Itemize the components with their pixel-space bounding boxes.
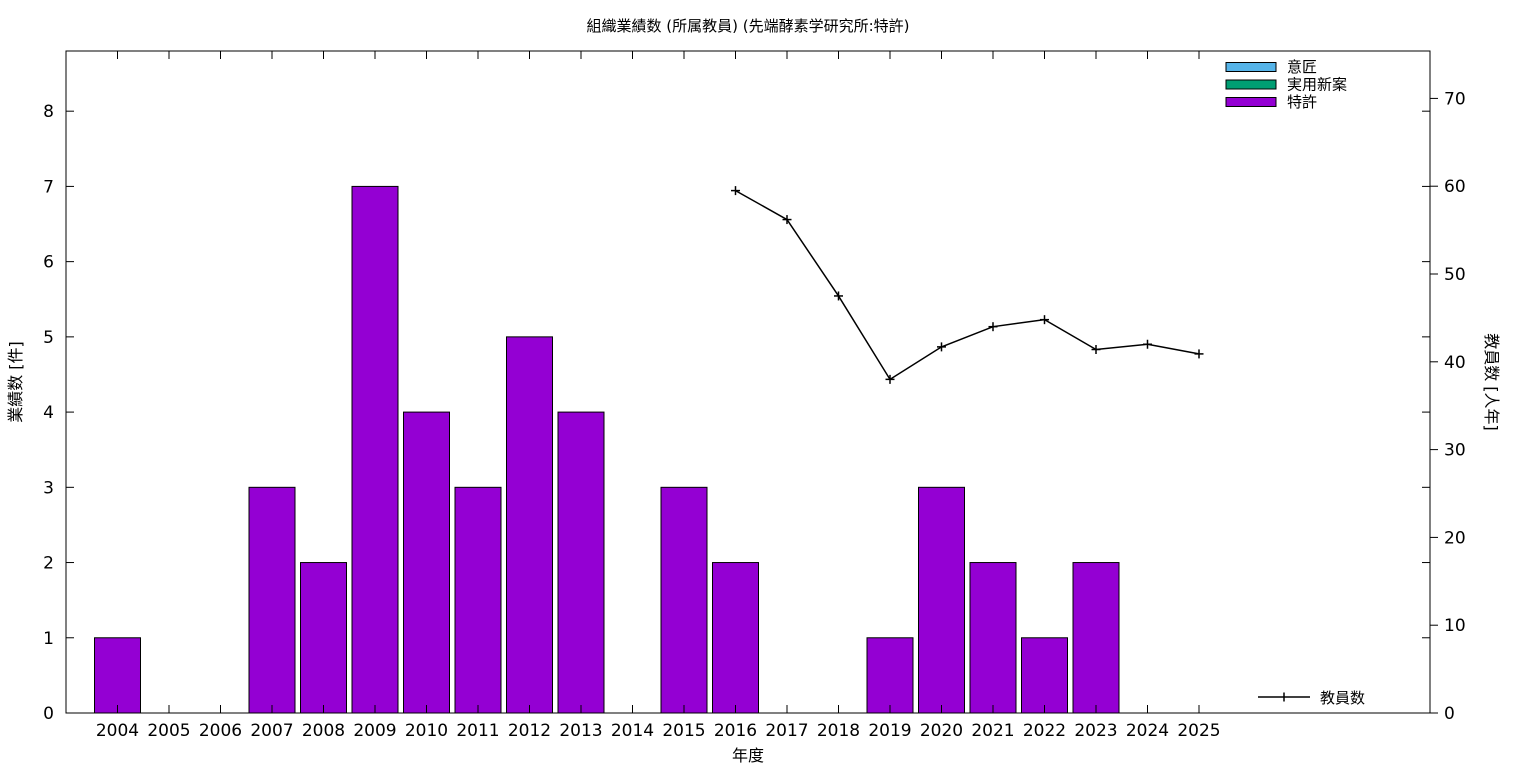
x-tick-label: 2017 (765, 721, 808, 741)
y2-tick-label: 10 (1444, 616, 1466, 636)
x-tick-label: 2016 (714, 721, 757, 741)
x-tick-label: 2012 (508, 721, 551, 741)
x-tick-label: 2018 (817, 721, 860, 741)
x-tick-label: 2013 (559, 721, 602, 741)
x-tick-label: 2020 (920, 721, 963, 741)
bar-2023 (1072, 562, 1120, 714)
legend-item: 特許 (1225, 93, 1317, 111)
faculty-point-2025 (1194, 349, 1204, 359)
faculty-point-2023 (1091, 345, 1101, 355)
faculty-point-2017 (782, 215, 792, 225)
legend-swatch (1225, 79, 1277, 90)
x-tick-label: 2015 (662, 721, 705, 741)
faculty-count-line (735, 189, 1200, 381)
bar-2008 (300, 562, 347, 714)
bar-2009 (351, 185, 399, 714)
x-tick-label: 2010 (405, 721, 448, 741)
faculty-point-2022 (1040, 315, 1049, 325)
faculty-point-2019 (885, 374, 895, 384)
y2-tick-label: 30 (1444, 441, 1466, 461)
bar-2011 (454, 486, 502, 714)
x-tick-label: 2004 (96, 721, 139, 741)
legend-item: 教員数 (1258, 689, 1365, 707)
y-tick-label: 5 (43, 328, 54, 348)
bar-2013 (557, 411, 605, 714)
bar-2012 (506, 336, 553, 714)
bar-2016 (712, 562, 759, 714)
legend-swatch (1225, 97, 1277, 107)
y-tick-label: 3 (43, 478, 54, 498)
y-tick-label: 8 (43, 102, 54, 122)
x-tick-label: 2007 (250, 721, 293, 741)
bar-2004 (94, 637, 141, 714)
x-tick-label: 2008 (302, 721, 345, 741)
y-tick-label: 7 (43, 177, 54, 197)
x-tick-label: 2009 (353, 721, 396, 741)
x-tick-label: 2023 (1074, 721, 1117, 741)
x-tick-label: 2022 (1023, 721, 1066, 741)
tick-layer: 0 1 2 3 4 5 6 7 8 0 10 20 30 40 50 60 70 2004 2005 2006 2007… (43, 51, 1466, 741)
y-tick-label: 6 (43, 253, 54, 273)
y2-tick-label: 0 (1444, 704, 1455, 724)
legend-label: 意匠 (1287, 58, 1317, 76)
x-tick-label: 2025 (1177, 721, 1220, 741)
faculty-point-2021 (988, 322, 998, 332)
y2-tick-label: 70 (1444, 89, 1466, 109)
x-tick-label: 2019 (868, 721, 911, 741)
bar-2021 (969, 562, 1017, 714)
x-tick-label: 2006 (199, 721, 242, 741)
legend-label: 特許 (1287, 93, 1317, 111)
bar-2015 (660, 486, 708, 714)
y-tick-label: 2 (43, 554, 54, 574)
bar-2019 (866, 637, 914, 714)
bar-2022 (1021, 637, 1068, 714)
y2-tick-label: 40 (1444, 353, 1466, 373)
bar-layer (94, 185, 1120, 714)
y-tick-label: 1 (43, 629, 54, 649)
faculty-point-2016 (731, 186, 740, 196)
legend-item: 意匠 (1225, 58, 1317, 76)
legend-swatch (1225, 62, 1277, 72)
x-tick-label: 2021 (971, 721, 1014, 741)
bar-2020 (918, 486, 965, 714)
y2-tick-label: 60 (1444, 177, 1466, 197)
chart-title: 組織業績数 (所属教員) (先端酵素学研究所:特許) (586, 17, 909, 35)
legend-label: 教員数 (1320, 689, 1365, 707)
faculty-point-2020 (937, 342, 946, 352)
legend-label: 実用新案 (1287, 76, 1347, 94)
x-tick-label: 2014 (611, 721, 654, 741)
x-tick-label: 2024 (1126, 721, 1169, 741)
line-layer (731, 186, 1204, 384)
x-tick-label: 2005 (147, 721, 190, 741)
x-axis-title: 年度 (732, 746, 764, 765)
faculty-point-2024 (1143, 339, 1152, 349)
faculty-point-2018 (834, 291, 843, 301)
x-tick-label: 2011 (456, 721, 499, 741)
y2-axis-title: 教員数 [人年] (1482, 333, 1501, 431)
y-axis-title: 業績数 [件] (6, 341, 25, 423)
legend-item: 実用新案 (1225, 76, 1347, 94)
bar-2007 (248, 486, 296, 714)
y2-tick-label: 20 (1444, 528, 1466, 548)
y-tick-label: 0 (43, 704, 54, 724)
y-tick-label: 4 (43, 403, 54, 423)
bar-2010 (403, 411, 450, 714)
y2-tick-label: 50 (1444, 265, 1466, 285)
